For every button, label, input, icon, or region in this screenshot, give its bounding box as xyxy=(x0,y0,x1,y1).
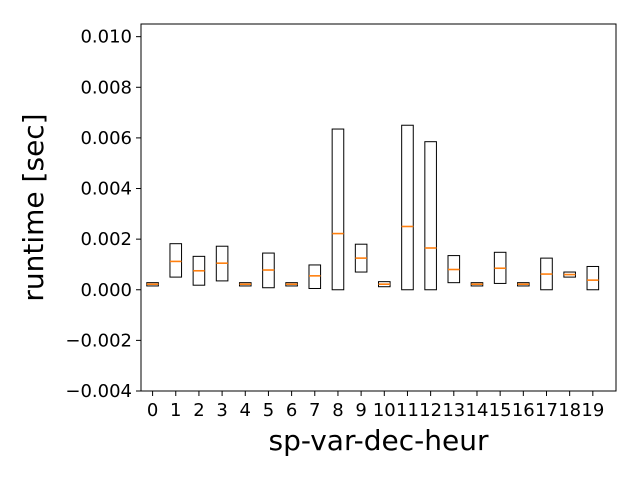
y-axis-label: runtime [sec] xyxy=(17,113,50,301)
x-tick-label: 2 xyxy=(193,400,204,421)
box-1 xyxy=(169,243,183,278)
y-tick-label: 0.008 xyxy=(80,77,132,98)
box-7 xyxy=(308,264,322,289)
y-tick-label: 0.002 xyxy=(80,229,132,250)
x-tick-label: 9 xyxy=(355,400,366,421)
x-tick-label: 19 xyxy=(581,400,604,421)
x-tick-label: 11 xyxy=(396,400,419,421)
plot-marks xyxy=(146,124,600,291)
x-tick-label: 3 xyxy=(216,400,227,421)
x-tick-label: 0 xyxy=(147,400,158,421)
box-8 xyxy=(331,128,345,291)
x-axis-label: sp-var-dec-heur xyxy=(269,424,489,457)
x-tick-label: 12 xyxy=(419,400,442,421)
x-axis: 0 1 2 3 4 5 6 7 8 9 10 11 12 13 14 15 16 17 18 19 xyxy=(147,391,604,421)
x-tick-label: 15 xyxy=(489,400,512,421)
y-tick-label: 0.000 xyxy=(80,280,132,301)
x-tick-label: 6 xyxy=(286,400,297,421)
box-12 xyxy=(424,141,437,291)
x-tick-label: 8 xyxy=(332,400,343,421)
box-11 xyxy=(401,124,414,291)
y-axis: −0.004 −0.002 0.000 0.002 0.004 0.006 0.008 0.0… xyxy=(65,27,141,402)
x-tick-label: 5 xyxy=(263,400,274,421)
y-tick-label: −0.004 xyxy=(65,381,132,402)
y-tick-label: 0.004 xyxy=(80,179,132,200)
box-19 xyxy=(586,265,600,291)
y-tick-label: 0.006 xyxy=(80,128,132,149)
x-tick-label: 17 xyxy=(535,400,558,421)
x-tick-label: 10 xyxy=(373,400,396,421)
x-tick-label: 1 xyxy=(170,400,181,421)
x-tick-label: 7 xyxy=(309,400,320,421)
y-tick-label: 0.010 xyxy=(80,27,132,48)
x-tick-label: 4 xyxy=(240,400,251,421)
y-tick-label: −0.002 xyxy=(65,330,132,351)
x-tick-label: 14 xyxy=(466,400,489,421)
plot-frame xyxy=(140,23,617,392)
x-tick-label: 18 xyxy=(558,400,581,421)
x-tick-label: 13 xyxy=(442,400,465,421)
x-tick-label: 16 xyxy=(512,400,535,421)
